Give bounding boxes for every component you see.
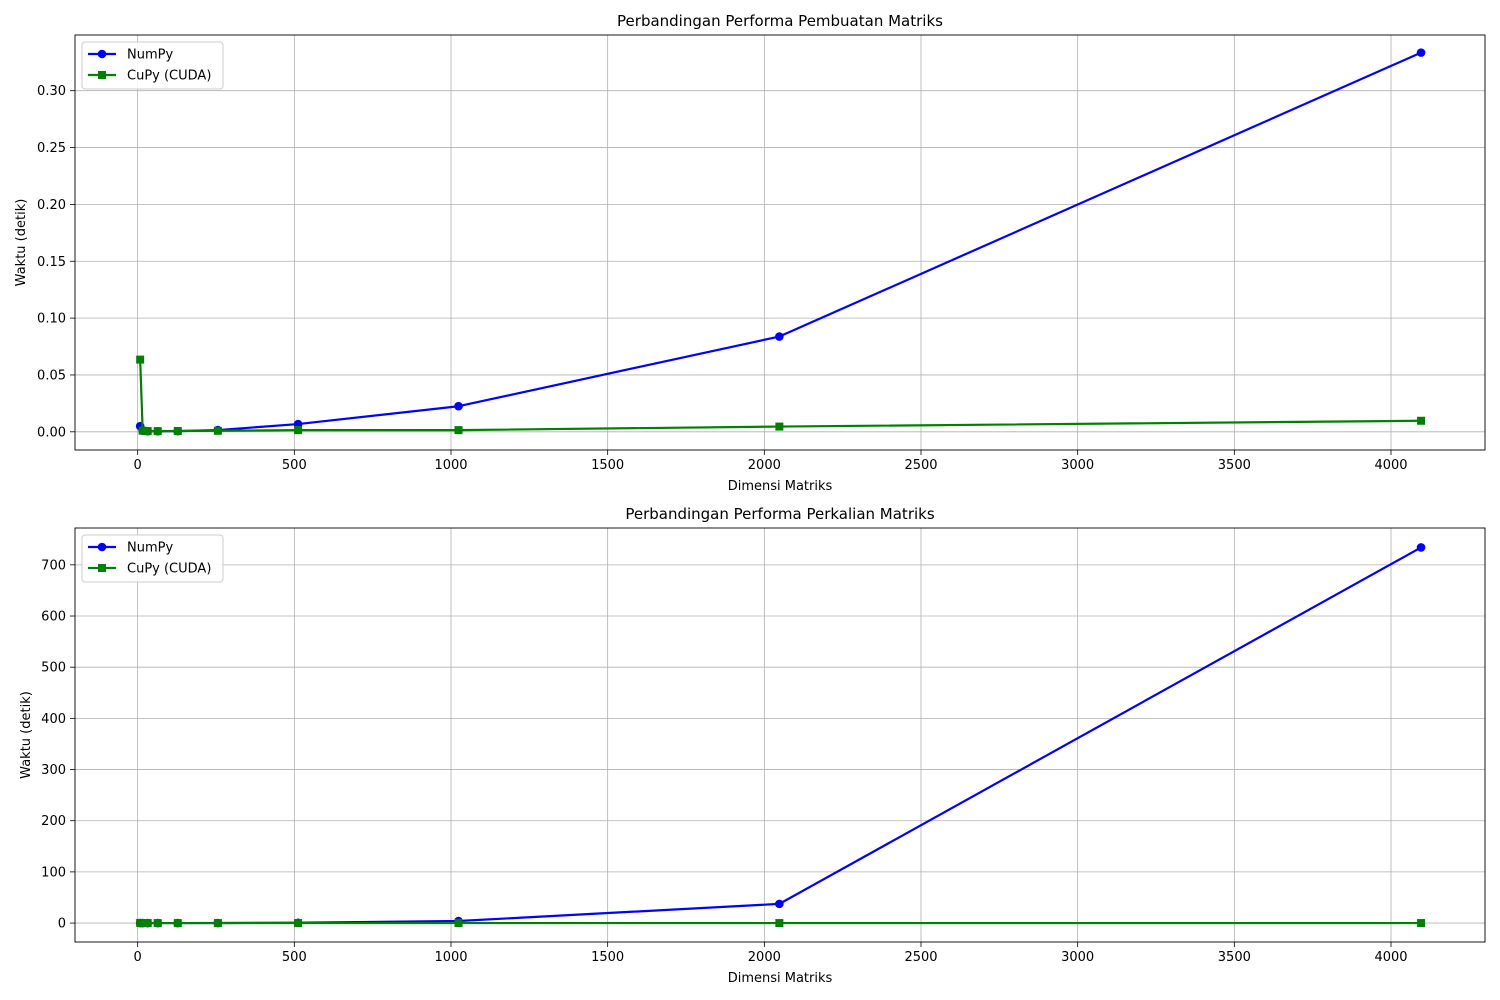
y-tick-label: 0 (58, 917, 66, 932)
data-point (1416, 543, 1426, 552)
data-point (153, 427, 162, 436)
data-point (294, 919, 303, 928)
data-point (153, 919, 162, 928)
data-point (173, 919, 182, 928)
legend-marker (98, 564, 106, 572)
legend-item-numpy: NumPy (88, 48, 173, 63)
x-tick-label: 2500 (904, 950, 937, 965)
data-point (213, 426, 222, 435)
y-tick-label: 200 (41, 814, 66, 829)
data-point (775, 332, 784, 341)
x-tick-label: 2000 (748, 950, 781, 965)
plot-area (75, 35, 1485, 450)
data-point (454, 919, 463, 928)
y-tick-label: 0.10 (37, 312, 66, 327)
y-tick-label: 700 (41, 558, 66, 573)
grid (75, 528, 1485, 942)
x-axis-label: Dimensi Matriks (728, 971, 833, 986)
data-point (143, 427, 152, 436)
x-tick-label: 1500 (591, 458, 624, 473)
y-tick-label: 0.30 (37, 84, 66, 99)
legend-label: NumPy (127, 541, 173, 556)
x-tick-label: 3000 (1061, 458, 1094, 473)
legend-item-cupy: CuPy (CUDA) (88, 562, 211, 577)
x-tick-label: 1000 (434, 458, 467, 473)
legend-item-cupy: CuPy (CUDA) (88, 69, 211, 84)
chart-matrix-creation: 0 500 1000 1500 2000 2500 3000 3500 4000 0.00 0.05… (14, 12, 1486, 494)
data-point (1417, 416, 1426, 425)
legend-box (81, 41, 224, 90)
y-tick-label: 0.15 (37, 255, 66, 270)
y-tick-label: 600 (41, 610, 66, 625)
y-tick-label: 400 (41, 712, 66, 727)
x-tick-label: 0 (134, 458, 142, 473)
chart-title: Perbandingan Performa Pembuatan Matriks (617, 12, 943, 30)
series-cupy (136, 355, 1426, 436)
y-tick-label: 0.00 (37, 425, 66, 440)
legend-item-numpy: NumPy (88, 541, 173, 556)
data-point (136, 355, 145, 364)
x-tick-label: 2000 (748, 458, 781, 473)
data-point (775, 919, 784, 928)
y-tick-label: 0.05 (37, 368, 66, 383)
data-point (454, 426, 463, 435)
x-tick-label: 4000 (1374, 458, 1407, 473)
y-tick-label: 300 (41, 763, 66, 778)
data-point (143, 919, 152, 928)
x-tick-label: 2500 (904, 458, 937, 473)
legend-marker (97, 49, 107, 59)
x-tick-label: 3000 (1061, 950, 1094, 965)
legend-label: CuPy (CUDA) (127, 562, 211, 577)
legend-label: CuPy (CUDA) (127, 69, 211, 84)
legend: NumPy CuPy (CUDA) (81, 534, 224, 583)
plot-frame (74, 527, 1486, 943)
legend-marker (98, 71, 106, 79)
y-axis-label: Waktu (detik) (19, 691, 34, 779)
y-tick-label: 0.20 (37, 198, 66, 213)
data-point (213, 919, 222, 928)
y-tick-label: 500 (41, 661, 66, 676)
x-tick-label: 500 (282, 458, 307, 473)
legend: NumPy CuPy (CUDA) (81, 41, 224, 90)
x-tick-label: 4000 (1374, 950, 1407, 965)
x-axis-label: Dimensi Matriks (728, 479, 833, 494)
y-tick-label: 0.25 (37, 141, 66, 156)
data-point (454, 401, 463, 411)
data-point (775, 422, 784, 431)
data-point (173, 427, 182, 436)
data-point (294, 426, 303, 435)
y-tick-label: 100 (41, 865, 66, 880)
data-point (775, 899, 784, 909)
plot-frame (74, 34, 1486, 451)
data-point (138, 919, 147, 928)
data-point (1417, 919, 1426, 928)
x-tick-label: 0 (134, 950, 142, 965)
data-point (1416, 48, 1426, 57)
x-tick-label: 3500 (1218, 950, 1251, 965)
series-cupy (136, 918, 1426, 928)
chart-matrix-multiplication: 0 500 1000 1500 2000 2500 3000 3500 4000 0 100 200 3… (19, 505, 1486, 986)
legend-label: NumPy (127, 48, 173, 63)
chart-title: Perbandingan Performa Perkalian Matriks (625, 505, 935, 523)
legend-marker (97, 542, 107, 552)
x-tick-label: 500 (282, 950, 307, 965)
grid (75, 35, 1485, 450)
data-point (138, 426, 147, 435)
x-tick-label: 1500 (591, 950, 624, 965)
x-tick-label: 1000 (434, 950, 467, 965)
x-tick-label: 3500 (1218, 458, 1251, 473)
legend-box (81, 534, 224, 583)
plot-area (75, 528, 1485, 942)
y-axis-label: Waktu (detik) (14, 199, 29, 287)
